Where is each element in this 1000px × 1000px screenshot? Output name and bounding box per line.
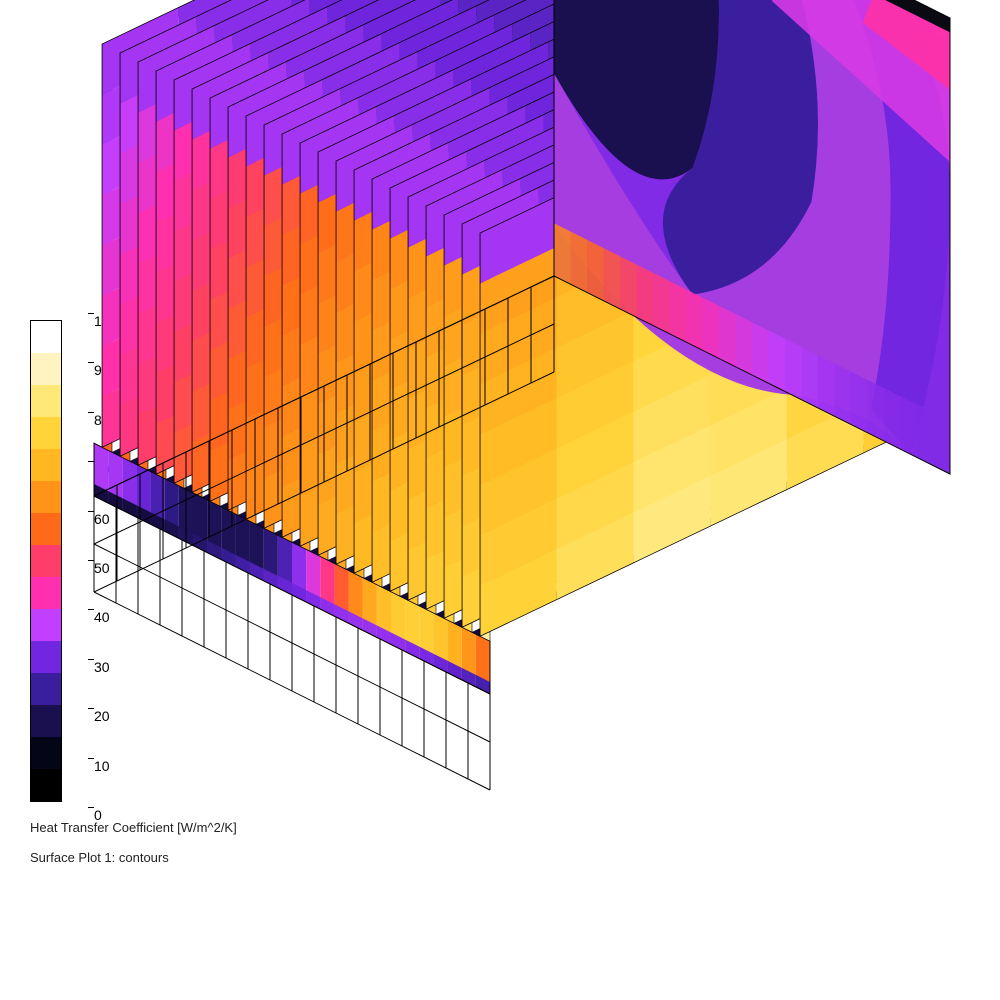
surface-plot-3d [0,0,1000,1000]
